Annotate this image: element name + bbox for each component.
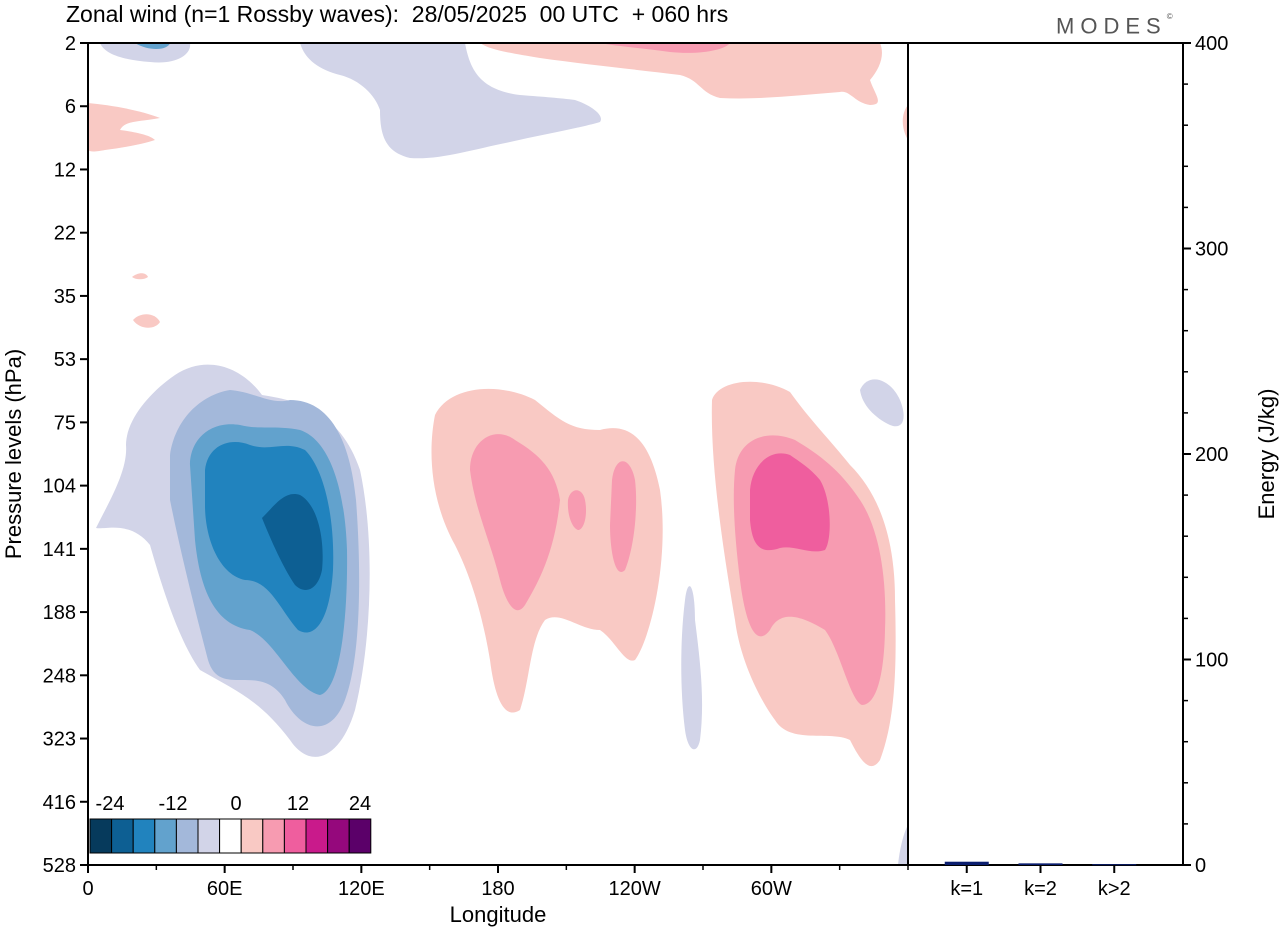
colorbar-swatch — [132, 818, 156, 854]
brand-logo: MODES© — [1056, 10, 1173, 39]
contour-pos-180-small2 — [610, 461, 637, 572]
y-tick-label: 53 — [54, 349, 76, 371]
colorbar-swatch — [197, 818, 221, 854]
energy-axis-ticks: 0 100 200 300 400 — [1183, 33, 1228, 877]
colorbar-swatch — [154, 818, 177, 854]
x-tick-label: 0 — [82, 878, 93, 900]
colorbar-label: -24 — [96, 793, 125, 815]
contour-pos-180-inner — [470, 434, 560, 611]
contour-pos-small2 — [133, 314, 160, 328]
colorbar-swatch — [219, 818, 242, 854]
colorbar: -24 -12 0 12 24 — [88, 785, 383, 865]
y-tick-label: 141 — [43, 539, 76, 561]
y-tick-label: 12 — [54, 159, 76, 181]
contour-pos-upper-left — [88, 103, 160, 152]
y-tick-label: 2 — [65, 33, 76, 55]
contour-neg-bottom-right — [898, 825, 908, 865]
brand-text: MODES — [1056, 13, 1167, 39]
chart-title: Zonal wind (n=1 Rossby waves): 28/05/202… — [66, 1, 729, 27]
colorbar-swatch — [175, 818, 199, 854]
y-axis-label: Pressure levels (hPa) — [1, 349, 26, 559]
x-tick-label: 120E — [338, 878, 385, 900]
colorbar-swatch — [305, 818, 329, 854]
y-tick-label: 22 — [54, 223, 76, 245]
colorbar-label: 24 — [349, 793, 371, 815]
y-tick-label: 416 — [43, 792, 76, 814]
colorbar-swatch — [283, 818, 307, 854]
colorbar-label: 12 — [287, 793, 309, 815]
contour-neg-upper-left — [100, 43, 191, 63]
contour-pos-upper-core — [600, 43, 730, 53]
x-tick-label: 180 — [481, 878, 514, 900]
y-tick-label: 188 — [43, 602, 76, 624]
y-tick-label: 528 — [43, 855, 76, 877]
contour-neg-column — [681, 586, 703, 750]
energy-tick-label: 100 — [1195, 650, 1228, 672]
energy-tick-label: 300 — [1195, 239, 1228, 261]
contour-pos-edge-right — [902, 105, 908, 140]
colorbar-swatch — [240, 818, 264, 854]
contour-neg-small-right — [860, 379, 904, 427]
contour-neg-upper — [300, 43, 601, 159]
energy-bar — [944, 861, 989, 865]
energy-bar — [1018, 863, 1063, 865]
contour-field — [88, 43, 908, 865]
y-tick-label: 323 — [43, 729, 76, 751]
energy-bars: k=1 k=2 k>2 — [944, 861, 1137, 900]
colorbar-swatch — [327, 818, 350, 854]
x-axis-ticks: 0 60E 120E 180 120W 60W — [82, 865, 909, 900]
y-tick-label: 6 — [65, 96, 76, 118]
y-tick-label: 75 — [54, 412, 76, 434]
contour-pos-small1 — [132, 273, 148, 280]
x-axis-label: Longitude — [450, 902, 547, 927]
y-axis-ticks: 2 6 12 22 35 53 75 104 141 188 248 323 416 528 — [43, 33, 88, 877]
colorbar-swatch — [348, 818, 372, 854]
y-tick-label: 104 — [43, 476, 76, 498]
bar-category-label: k=2 — [1024, 878, 1057, 900]
colorbar-swatch — [111, 818, 134, 854]
colorbar-swatch — [262, 818, 285, 854]
contour-neg-upper-left-core — [135, 43, 170, 50]
energy-tick-label: 200 — [1195, 444, 1228, 466]
y-tick-label: 35 — [54, 286, 76, 308]
x-tick-label: 120W — [609, 878, 661, 900]
contour-pos-180-small1 — [567, 490, 587, 530]
energy-tick-label: 0 — [1195, 855, 1206, 877]
x-tick-label: 60E — [207, 878, 243, 900]
brand-mark: © — [1166, 12, 1173, 21]
energy-bar — [1092, 864, 1137, 866]
energy-axis-label: Energy (J/kg) — [1254, 389, 1279, 520]
energy-tick-label: 400 — [1195, 33, 1228, 55]
colorbar-label: -12 — [159, 793, 188, 815]
contour-neg-level5 — [262, 494, 323, 590]
y-tick-label: 248 — [43, 665, 76, 687]
bar-category-label: k=1 — [950, 878, 983, 900]
colorbar-swatch — [89, 818, 113, 854]
x-tick-label: 60W — [751, 878, 792, 900]
colorbar-label: 0 — [230, 793, 241, 815]
contour-pos-60w-inner — [750, 453, 830, 552]
bar-category-label: k>2 — [1098, 878, 1131, 900]
contour-pos-upper — [480, 43, 882, 105]
